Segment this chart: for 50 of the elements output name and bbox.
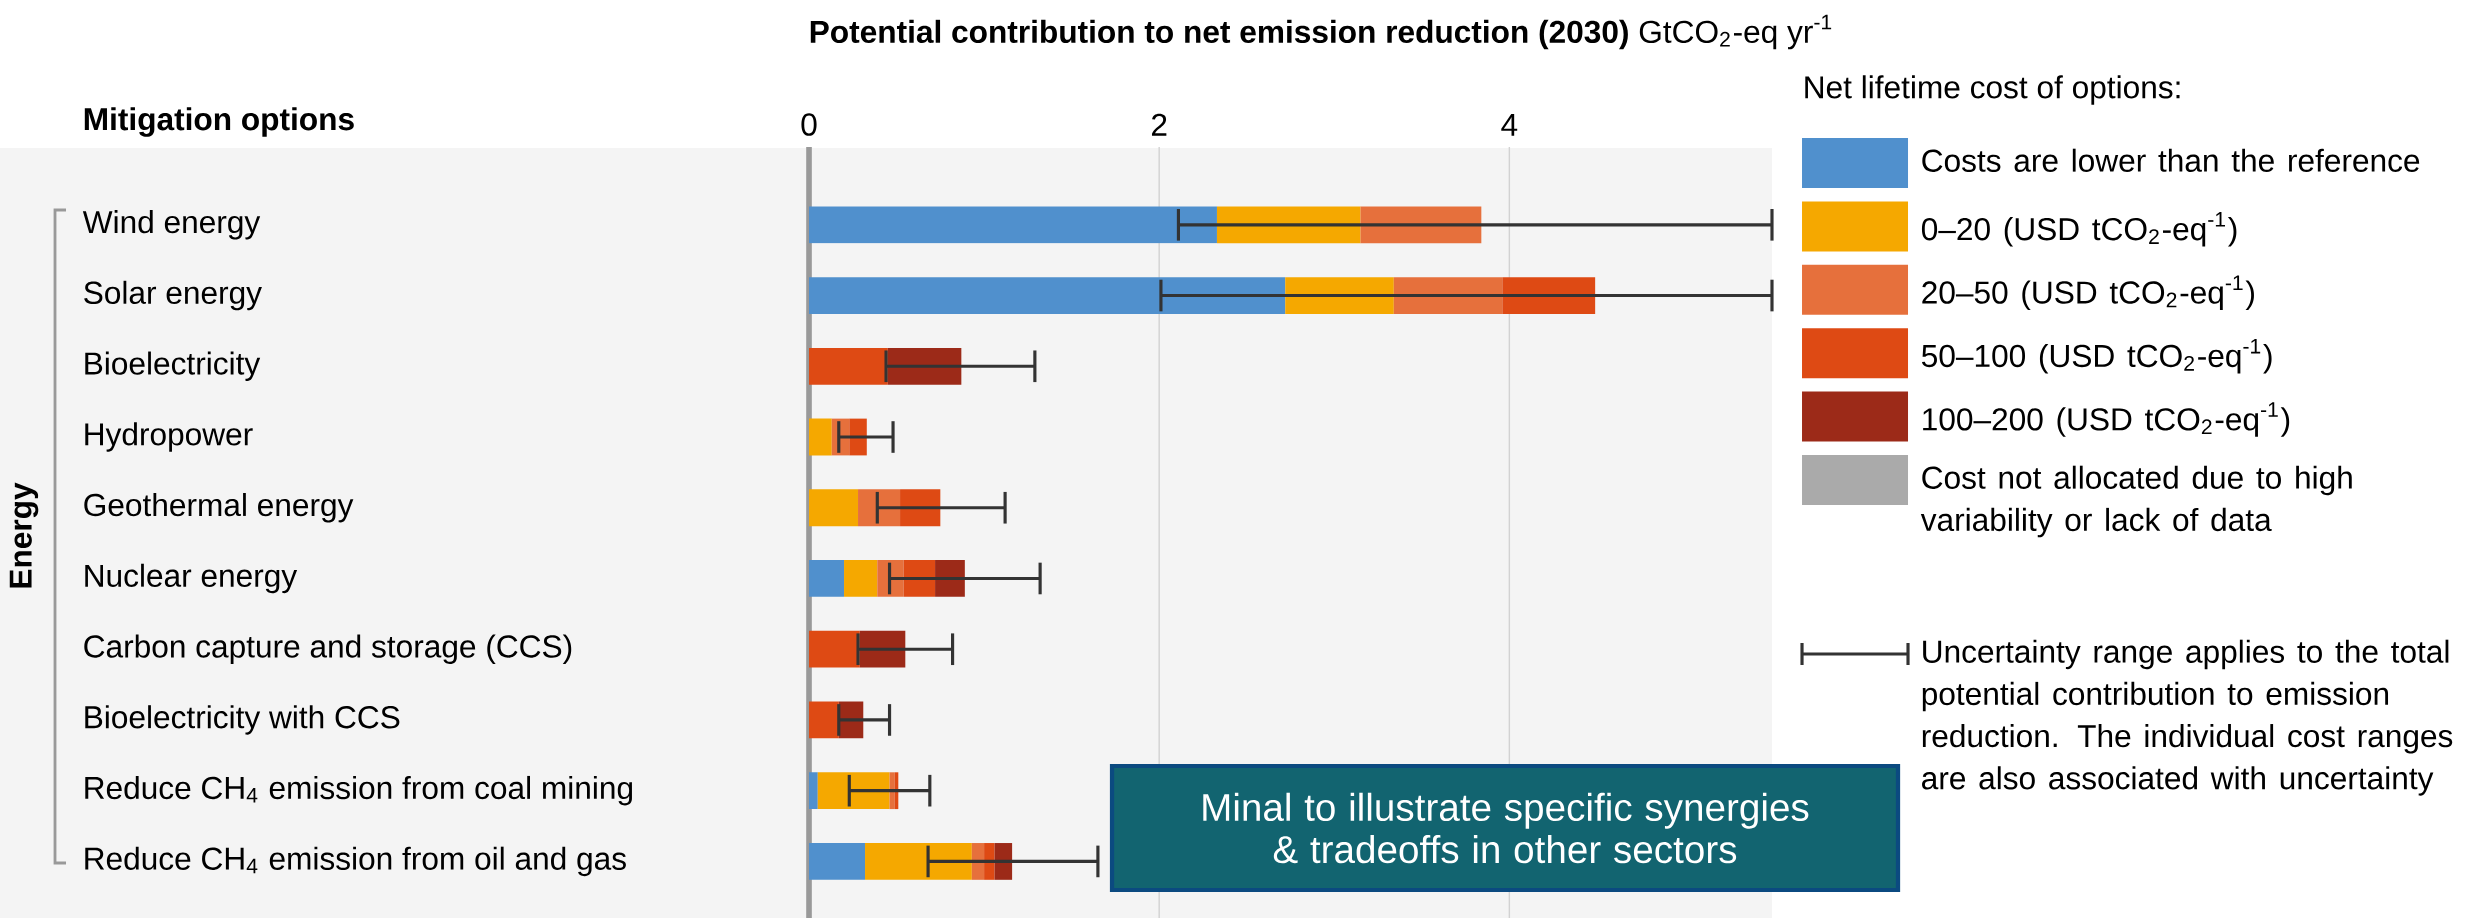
bar <box>809 560 845 597</box>
y-tick-label: Reduce CH$_{4}$ emission from coal mining <box>85 776 632 806</box>
bar <box>809 843 866 880</box>
bar <box>935 560 965 597</box>
x-tick-label: 0 <box>801 113 817 136</box>
y-tick-label: Hydropower <box>85 422 253 452</box>
bar <box>817 772 890 810</box>
y-tick-label: Reduce CH$_{4}$ emission from oil and gas <box>85 846 626 877</box>
bar <box>1285 277 1394 315</box>
bar <box>903 560 936 597</box>
y-tick-label: Carbon capture and storage (CCS) <box>84 634 572 665</box>
bar <box>809 489 859 527</box>
bar <box>1360 206 1482 244</box>
y-tick-label: Geothermal energy <box>84 493 354 523</box>
bar <box>809 347 888 385</box>
bar <box>984 843 995 880</box>
bar <box>1393 277 1503 315</box>
bar <box>1502 277 1596 315</box>
bar <box>809 630 860 668</box>
y-tick-label: Bioelectricity with CCS <box>85 705 400 735</box>
y-tick-label: Bioelectricity <box>85 351 261 382</box>
x-tick-label: 2 <box>1151 113 1167 136</box>
bar <box>809 206 1217 244</box>
bar <box>809 277 1286 315</box>
bar <box>865 843 972 880</box>
bar <box>844 560 878 597</box>
bar <box>971 843 985 880</box>
annotation: Minal to illustrate specific synergies & tradeoffs in other sectors <box>1203 792 1809 864</box>
y-tick-label: Nuclear energy <box>85 563 298 594</box>
legend-label: Costs are lower than the reference <box>1922 148 2420 173</box>
bar <box>859 630 906 668</box>
text: Uncertainty range applies to the total potential contribution to emission reduction. The individual cost ranges are also associated with uncertainty <box>1922 639 2453 796</box>
bar <box>809 772 818 810</box>
bar <box>1216 206 1361 244</box>
legend-label: 50–100 (USD tCO$_{2}$-eq$^{-1}$) <box>1921 339 2272 374</box>
y-tick-label: Solar energy <box>84 280 262 311</box>
legend-label: 20–50 (USD tCO$_{2}$-eq$^{-1}$) <box>1922 275 2254 311</box>
x-axis-title: Potential contribution to net emission reduction (2030) GtCO$_{2}$-eq yr$^{-1}$ <box>810 14 1832 50</box>
bar <box>994 843 1013 880</box>
x-tick-label: 4 <box>1501 114 1518 136</box>
bar <box>809 418 832 456</box>
text: Mitigation options <box>84 107 354 137</box>
legend-label: 0–20 (USD tCO$_{2}$-eq$^{-1}$) <box>1921 212 2237 247</box>
y-tick-label: Wind energy <box>82 210 261 240</box>
legend-title: Net lifetime cost of options: <box>1805 75 2180 105</box>
bar <box>887 347 962 385</box>
text: Energy <box>9 482 39 588</box>
bar <box>900 489 941 527</box>
legend-label: Cost not allocated due to high variability or lack of data <box>1920 465 2352 538</box>
legend-label: 100–200 (USD tCO$_{2}$-eq$^{-1}$) <box>1923 402 2290 437</box>
